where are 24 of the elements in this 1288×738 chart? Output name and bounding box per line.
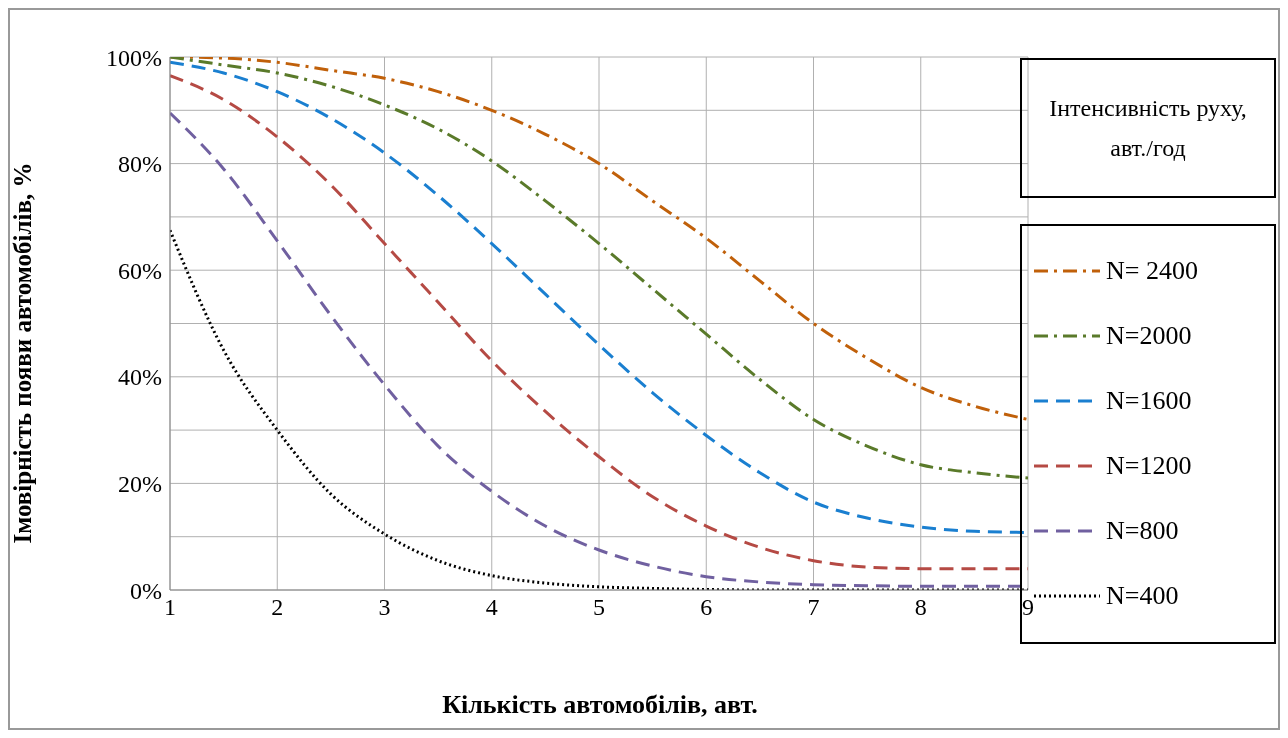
x-tick-label: 3: [378, 594, 391, 621]
x-tick-label: 1: [164, 594, 176, 621]
x-tick-label: 9: [1022, 594, 1034, 621]
x-tick-label: 4: [485, 594, 498, 621]
y-tick-label: 0%: [130, 577, 162, 604]
legend-label: N=800: [1106, 515, 1179, 546]
legend-label: N=1600: [1106, 385, 1192, 416]
x-tick-label: 6: [700, 594, 713, 621]
y-tick-label: 60%: [118, 257, 162, 284]
y-tick-label: 100%: [106, 44, 162, 71]
x-tick-label: 2: [271, 594, 284, 621]
legend-label: N=1200: [1106, 450, 1192, 481]
x-tick-label: 5: [593, 594, 605, 621]
legend-label: N=400: [1106, 580, 1179, 611]
y-tick-label: 40%: [118, 364, 162, 391]
legend-label: N=2000: [1106, 320, 1192, 351]
y-tick-label: 20%: [118, 470, 162, 497]
x-tick-label: 8: [914, 594, 927, 621]
legend-label: N= 2400: [1106, 255, 1198, 286]
legend-title: Інтенсивність руху, авт./год: [1020, 58, 1276, 198]
x-axis-title: Кількість автомобілів, авт.: [441, 690, 759, 720]
y-tick-label: 80%: [118, 151, 162, 178]
x-tick-label: 7: [807, 594, 820, 621]
y-axis-title: Імовірність появи автомобілів, %: [8, 162, 36, 544]
